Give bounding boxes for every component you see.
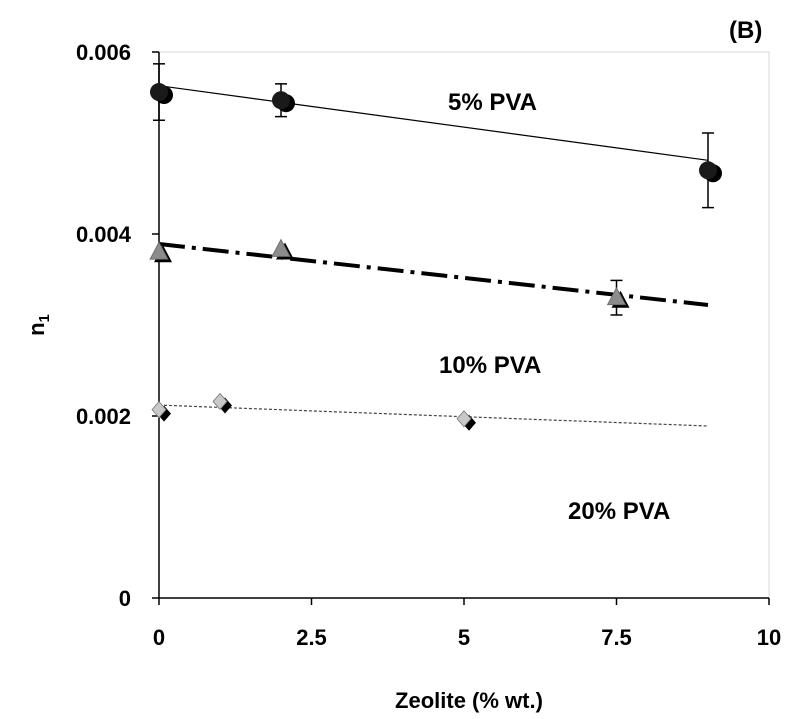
panel-label: (B) [729,17,762,44]
plot-area [158,51,770,599]
x-axis-title: Zeolite (% wt.) [395,688,543,713]
fit-line-series-2 [158,404,709,427]
fit-line-series-0 [158,85,709,161]
data-point [212,392,228,411]
data-point [456,410,472,428]
data-markers [149,83,722,431]
x-tick-label: 5 [458,625,470,650]
series-label-5pct: 5% PVA [448,89,537,116]
y-axis-title: n1 [24,314,53,336]
data-point [150,83,168,102]
plot-frame [158,51,770,599]
data-point [699,161,717,180]
series-label-20pct: 20% PVA [568,498,670,525]
fit-line-series-1 [158,242,709,307]
x-tick-label: 2.5 [296,625,327,650]
y-tick-label: 0.002 [76,404,131,429]
y-axis-title-subscript: 1 [36,314,53,322]
data-point [271,238,291,257]
y-tick-label: 0.004 [76,222,132,247]
data-point [151,401,167,419]
error-bars [153,63,714,316]
series-label-10pct: 10% PVA [439,352,541,379]
y-tick-label: 0.006 [76,40,131,65]
x-tick-label: 7.5 [601,625,632,650]
fit-lines [158,85,709,427]
data-point [272,91,290,110]
data-point [149,241,169,260]
x-tick-label: 0 [153,625,165,650]
data-point [606,286,627,306]
axis-ticks: 0 2.5 5 7.5 10 0 0.002 0.004 0.006 [76,40,781,650]
y-axis-title-main: n [24,322,49,335]
x-tick-label: 10 [757,625,781,650]
y-tick-label: 0 [119,586,131,611]
